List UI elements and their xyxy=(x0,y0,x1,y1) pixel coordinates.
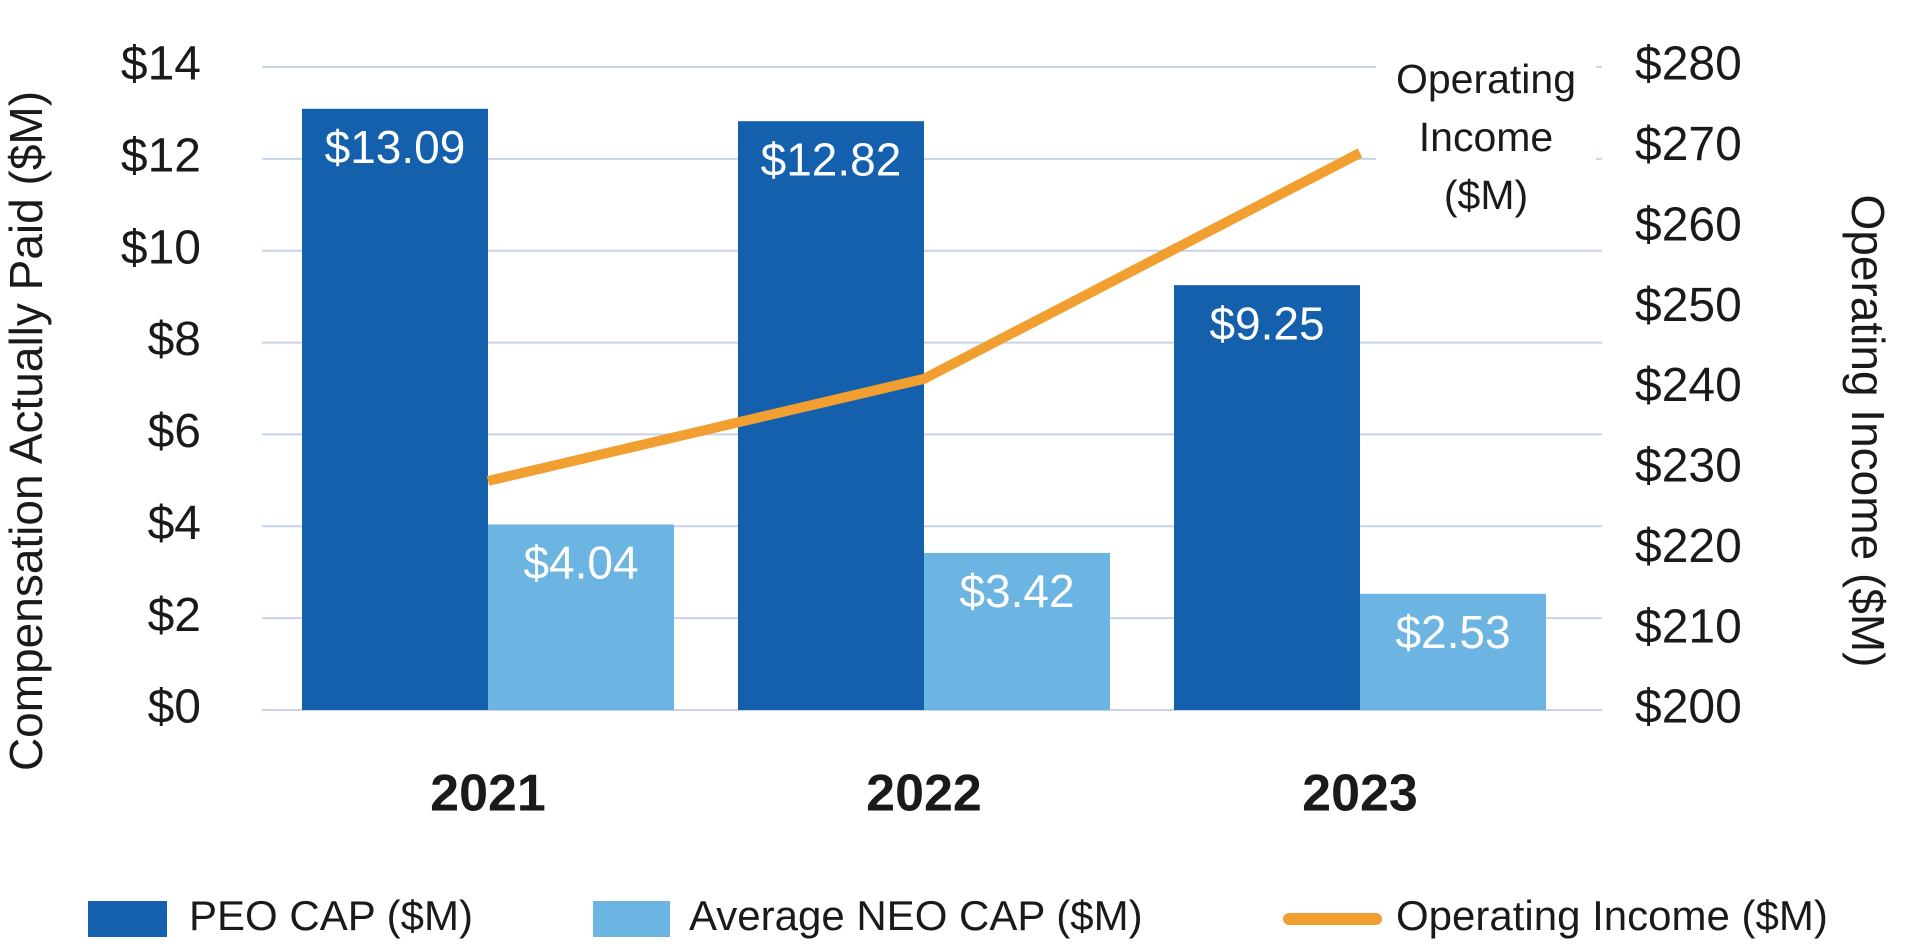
x-tick-label: 2021 xyxy=(430,765,546,823)
y2-tick-label: $220 xyxy=(1635,520,1742,573)
bar-value-label: $12.82 xyxy=(761,133,902,185)
y2-tick-label: $260 xyxy=(1635,198,1742,251)
y-tick-label: $2 xyxy=(148,589,201,642)
x-tick-label: 2022 xyxy=(866,765,982,823)
legend-label: PEO CAP ($M) xyxy=(189,892,473,939)
y2-tick-label: $200 xyxy=(1635,681,1742,734)
y2-tick-label: $210 xyxy=(1635,600,1742,653)
bar-value-label: $4.04 xyxy=(523,537,638,589)
legend-swatch xyxy=(88,901,167,937)
y2-tick-label: $280 xyxy=(1635,38,1742,91)
x-tick-label: 2023 xyxy=(1302,765,1418,823)
y2-tick-label: $230 xyxy=(1635,440,1742,493)
bar xyxy=(302,108,488,711)
bar-value-label: $2.53 xyxy=(1395,606,1510,658)
bar-value-label: $3.42 xyxy=(959,565,1074,617)
y-tick-label: $12 xyxy=(121,130,201,183)
legend-label: Average NEO CAP ($M) xyxy=(689,892,1143,939)
y2-axis-title: Operating Income ($M) xyxy=(1842,195,1894,668)
annotation: Operating Income ($M) xyxy=(1376,50,1596,224)
y2-tick-label: $240 xyxy=(1635,359,1742,412)
bar-value-label: $9.25 xyxy=(1209,297,1324,349)
y2-tick-label: $270 xyxy=(1635,118,1742,171)
bar xyxy=(1360,593,1546,710)
bar-value-label: $13.09 xyxy=(325,121,466,173)
y-tick-label: $4 xyxy=(148,497,201,550)
y-tick-label: $6 xyxy=(148,405,201,458)
bar xyxy=(924,552,1110,710)
bar xyxy=(488,524,674,710)
y-tick-label: $8 xyxy=(148,313,201,366)
bar xyxy=(1174,285,1360,710)
y-axis-title: Compensation Actually Paid ($M) xyxy=(0,91,52,771)
line xyxy=(486,148,1363,486)
y-tick-label: $10 xyxy=(121,221,201,274)
y-tick-label: $0 xyxy=(148,681,201,734)
legend-swatch xyxy=(593,901,670,937)
y-tick-label: $14 xyxy=(121,38,201,91)
y2-tick-label: $250 xyxy=(1635,279,1742,332)
legend-label: Operating Income ($M) xyxy=(1396,892,1828,939)
